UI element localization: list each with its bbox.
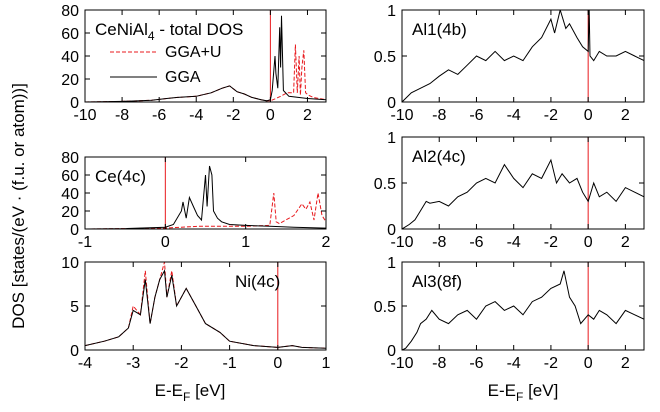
- x-tick-label: -4: [507, 355, 521, 372]
- series-line-gga-u: [85, 262, 326, 349]
- x-tick-label: -2: [544, 107, 558, 124]
- x-tick-label: -1: [222, 355, 236, 372]
- series-line-gga: [402, 270, 644, 350]
- x-tick-label: -8: [432, 355, 446, 372]
- x-tick-label: 2: [621, 107, 630, 124]
- panel-al2-4c: -10 -8 -6 -4 -2 0 2 0 0.5 1 Al2(4c): [374, 130, 645, 251]
- x-tick-label: 1: [241, 234, 250, 251]
- panel-label: Al3(8f): [412, 272, 462, 291]
- x-tick-label: -6: [152, 107, 166, 124]
- panel-label: Al1(4b): [412, 20, 467, 39]
- y-tick-label: 5: [70, 299, 79, 316]
- y-tick-label: 1: [387, 130, 396, 147]
- y-axis-label: DOS [states/(eV · (f.u. or atom))]: [9, 83, 28, 329]
- y-tick-label: 60: [61, 26, 79, 43]
- panel-al1-4b: -10 -8 -6 -4 -2 0 2 0 0.5 1 Al1(4b): [374, 3, 645, 124]
- panel-label: CeNiAl4 - total DOS: [95, 20, 243, 43]
- panel-label: Ni(4c): [235, 272, 280, 291]
- x-axis-label-right: E-EF [eV]: [488, 381, 559, 404]
- x-tick-label: -8: [432, 234, 446, 251]
- legend-entry-gga-u: GGA+U: [165, 44, 221, 61]
- y-tick-label: 60: [61, 168, 79, 185]
- x-tick-label: 1: [322, 355, 331, 372]
- x-axis-label-left: E-EF [eV]: [155, 381, 226, 404]
- legend-entry-gga: GGA: [165, 69, 201, 86]
- x-tick-label: -4: [507, 107, 521, 124]
- x-tick-label: 2: [303, 107, 312, 124]
- x-tick-label: -6: [469, 355, 483, 372]
- y-tick-label: 0.5: [374, 176, 396, 193]
- y-tick-label: 0.5: [374, 299, 396, 316]
- x-tick-label: -1: [78, 234, 92, 251]
- x-tick-label: -6: [469, 234, 483, 251]
- y-tick-label: 80: [61, 3, 79, 20]
- y-tick-label: 40: [61, 49, 79, 66]
- x-tick-label: 0: [266, 107, 275, 124]
- x-tick-label: 0: [584, 234, 593, 251]
- y-tick-label: 40: [61, 186, 79, 203]
- series-line-gga: [85, 15, 326, 102]
- x-tick-label: -6: [469, 107, 483, 124]
- x-tick-label: 0: [161, 234, 170, 251]
- y-tick-label: 0: [70, 343, 79, 360]
- panel-al3-8f: -10 -8 -6 -4 -2 0 2 0 0.5 1 Al3(8f): [374, 255, 645, 372]
- panel-label: Al2(4c): [412, 147, 466, 166]
- y-tick-label: 1: [387, 3, 396, 20]
- y-tick-label: 0: [387, 343, 396, 360]
- x-tick-label: -10: [390, 355, 413, 372]
- x-tick-label: -8: [115, 107, 129, 124]
- y-tick-label: 0.5: [374, 49, 396, 66]
- x-tick-label: -3: [126, 355, 140, 372]
- y-tick-label: 1: [387, 255, 396, 272]
- x-tick-label: -4: [189, 107, 203, 124]
- x-tick-label: 2: [621, 355, 630, 372]
- y-tick-label: 0: [70, 222, 79, 239]
- y-tick-label: 20: [61, 204, 79, 221]
- y-tick-label: 0: [387, 222, 396, 239]
- series-line-gga-u: [85, 192, 326, 229]
- x-tick-label: 2: [322, 234, 331, 251]
- plot-frame: [84, 261, 327, 351]
- legend: GGA+U GGA: [110, 44, 221, 86]
- x-tick-label: 2: [621, 234, 630, 251]
- y-tick-label: 20: [61, 72, 79, 89]
- x-tick-label: -8: [432, 107, 446, 124]
- x-tick-label: -2: [544, 234, 558, 251]
- x-tick-label: -2: [544, 355, 558, 372]
- x-tick-label: 0: [273, 355, 282, 372]
- x-tick-label: 0: [584, 355, 593, 372]
- panel-label: Ce(4c): [95, 167, 146, 186]
- y-tick-label: 10: [61, 255, 79, 272]
- x-tick-label: -10: [390, 234, 413, 251]
- y-tick-label: 80: [61, 150, 79, 167]
- x-tick-label: -2: [174, 355, 188, 372]
- x-tick-label: 0: [584, 107, 593, 124]
- series-line-gga: [85, 269, 326, 349]
- x-tick-label: -10: [73, 107, 96, 124]
- x-tick-label: -2: [226, 107, 240, 124]
- series-line-gga: [402, 10, 644, 102]
- x-tick-label: -4: [507, 234, 521, 251]
- x-tick-label: -4: [78, 355, 92, 372]
- x-tick-label: -10: [390, 107, 413, 124]
- y-tick-label: 0: [70, 95, 79, 112]
- series-line-gga: [85, 165, 326, 229]
- series-line-gga: [402, 158, 644, 229]
- y-tick-label: 0: [387, 95, 396, 112]
